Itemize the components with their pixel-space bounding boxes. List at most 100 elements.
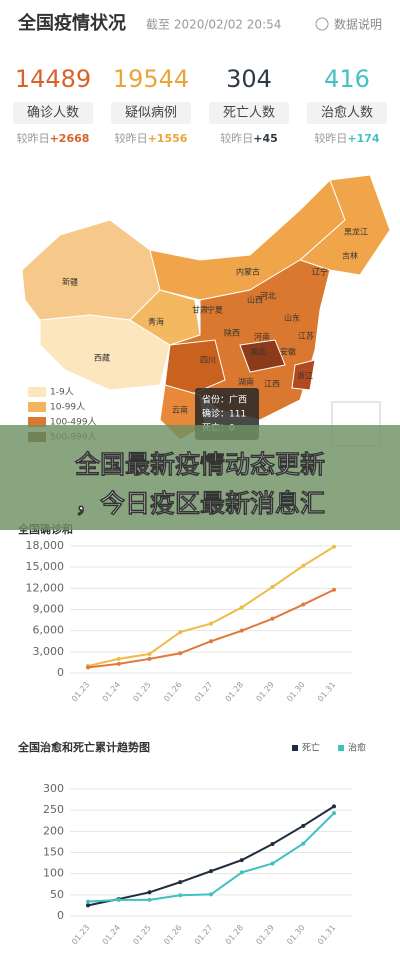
y-tick-label: 0 bbox=[57, 666, 64, 679]
x-tick-label: 01.29 bbox=[254, 680, 276, 703]
stat-label: 死亡人数 bbox=[223, 106, 275, 121]
province-label: 吉林 bbox=[342, 251, 358, 261]
province-label: 新疆 bbox=[62, 277, 78, 287]
province-label: 黑龙江 bbox=[344, 227, 368, 237]
point bbox=[332, 544, 336, 549]
province-label: 四川 bbox=[200, 356, 216, 365]
delta-prefix: 较昨日 bbox=[17, 131, 50, 145]
y-tick-label: 18,000 bbox=[26, 539, 65, 552]
province-label: 内蒙古 bbox=[236, 267, 260, 277]
province-label: 江苏 bbox=[298, 331, 314, 341]
point bbox=[301, 602, 306, 607]
help-link[interactable]: 数据说明 bbox=[334, 17, 382, 32]
legend-swatch bbox=[28, 402, 46, 412]
stat-value: 19544 bbox=[113, 65, 189, 93]
point bbox=[209, 621, 213, 626]
point bbox=[86, 899, 90, 904]
point bbox=[147, 897, 152, 902]
tooltip-line: 确诊：111 bbox=[202, 408, 246, 420]
tooltip-line: 省份：广西 bbox=[202, 394, 247, 406]
x-tick-label: 01.31 bbox=[316, 680, 338, 703]
province-label: 云南 bbox=[172, 405, 188, 415]
x-tick-label: 01.28 bbox=[224, 923, 246, 946]
x-tick-label: 01.30 bbox=[285, 923, 307, 946]
point bbox=[270, 616, 275, 621]
y-tick-label: 15,000 bbox=[26, 560, 65, 573]
stat-label: 治愈人数 bbox=[321, 106, 373, 121]
point bbox=[239, 858, 244, 863]
x-tick-label: 01.23 bbox=[70, 680, 92, 703]
stat-label-bg bbox=[307, 102, 387, 124]
stat-value: 304 bbox=[226, 65, 272, 93]
point bbox=[86, 903, 90, 908]
map bbox=[21, 174, 391, 447]
x-tick-label: 01.27 bbox=[193, 680, 215, 703]
page-title: 全国疫情状况 bbox=[17, 12, 126, 34]
y-tick-label: 9,000 bbox=[33, 603, 65, 616]
province-label: 青海 bbox=[148, 317, 164, 327]
point bbox=[270, 842, 275, 847]
point bbox=[209, 869, 213, 874]
series-line bbox=[87, 588, 335, 669]
y-tick-label: 300 bbox=[43, 782, 64, 795]
point bbox=[332, 811, 336, 816]
legend-swatch bbox=[338, 745, 344, 751]
banner-line: ，今日疫区最新消息汇 bbox=[75, 489, 325, 518]
delta-value: +174 bbox=[347, 132, 380, 145]
stat-value: 416 bbox=[324, 65, 370, 93]
update-time: 截至 2020/02/02 20:54 bbox=[146, 18, 281, 32]
province-label: 河北 bbox=[260, 291, 276, 301]
legend-label: 100-499人 bbox=[50, 417, 97, 428]
x-tick-label: 01.26 bbox=[162, 923, 184, 946]
legend-swatch bbox=[28, 417, 46, 427]
series-line bbox=[87, 805, 335, 907]
point bbox=[116, 656, 121, 661]
point bbox=[332, 587, 336, 592]
stat-delta: 较昨日+45 bbox=[220, 131, 278, 145]
stat-label-bg bbox=[209, 102, 289, 124]
y-tick-label: 12,000 bbox=[26, 581, 65, 594]
province-label: 西藏 bbox=[94, 353, 110, 363]
province-label: 安徽 bbox=[280, 347, 296, 357]
legend-label: 治愈 bbox=[348, 742, 366, 754]
delta-prefix: 较昨日 bbox=[115, 131, 148, 145]
chart-title: 全国治愈和死亡累计趋势图 bbox=[17, 740, 150, 754]
province-label: 宁夏 bbox=[207, 305, 223, 315]
point bbox=[239, 628, 244, 633]
province-label: 陕西 bbox=[224, 328, 240, 338]
point bbox=[209, 639, 213, 644]
stat-label-bg bbox=[111, 102, 191, 124]
point bbox=[147, 890, 152, 895]
point bbox=[239, 870, 244, 875]
stat-delta: 较昨日+2668 bbox=[17, 131, 90, 145]
x-tick-label: 01.29 bbox=[254, 923, 276, 946]
stat-value: 14489 bbox=[15, 65, 91, 93]
delta-prefix: 较昨日 bbox=[220, 131, 253, 145]
y-tick-label: 3,000 bbox=[33, 645, 65, 658]
delta-prefix: 较昨日 bbox=[314, 131, 347, 145]
stat-label-bg bbox=[13, 102, 93, 124]
y-tick-label: 150 bbox=[43, 846, 64, 859]
province-label: 山西 bbox=[247, 295, 263, 305]
point bbox=[270, 861, 275, 866]
y-tick-label: 250 bbox=[43, 803, 64, 816]
y-tick-label: 6,000 bbox=[33, 624, 65, 637]
province-label: 江西 bbox=[264, 380, 280, 389]
x-tick-label: 01.26 bbox=[162, 680, 184, 703]
delta-value: +1556 bbox=[148, 132, 188, 145]
point bbox=[86, 665, 90, 670]
province-label: 甘肃 bbox=[192, 305, 208, 315]
point bbox=[178, 880, 183, 885]
help-icon[interactable] bbox=[315, 17, 329, 31]
series-line bbox=[87, 812, 335, 903]
province-label: 辽宁 bbox=[312, 267, 328, 277]
x-tick-label: 01.24 bbox=[101, 680, 123, 703]
banner-line: 全国最新疫情动态更新 bbox=[74, 450, 325, 479]
province-label: 湖北 bbox=[250, 348, 266, 357]
point bbox=[178, 651, 183, 656]
province-label: 河南 bbox=[254, 332, 270, 342]
point bbox=[147, 656, 152, 661]
stat-delta: 较昨日+174 bbox=[314, 131, 380, 145]
